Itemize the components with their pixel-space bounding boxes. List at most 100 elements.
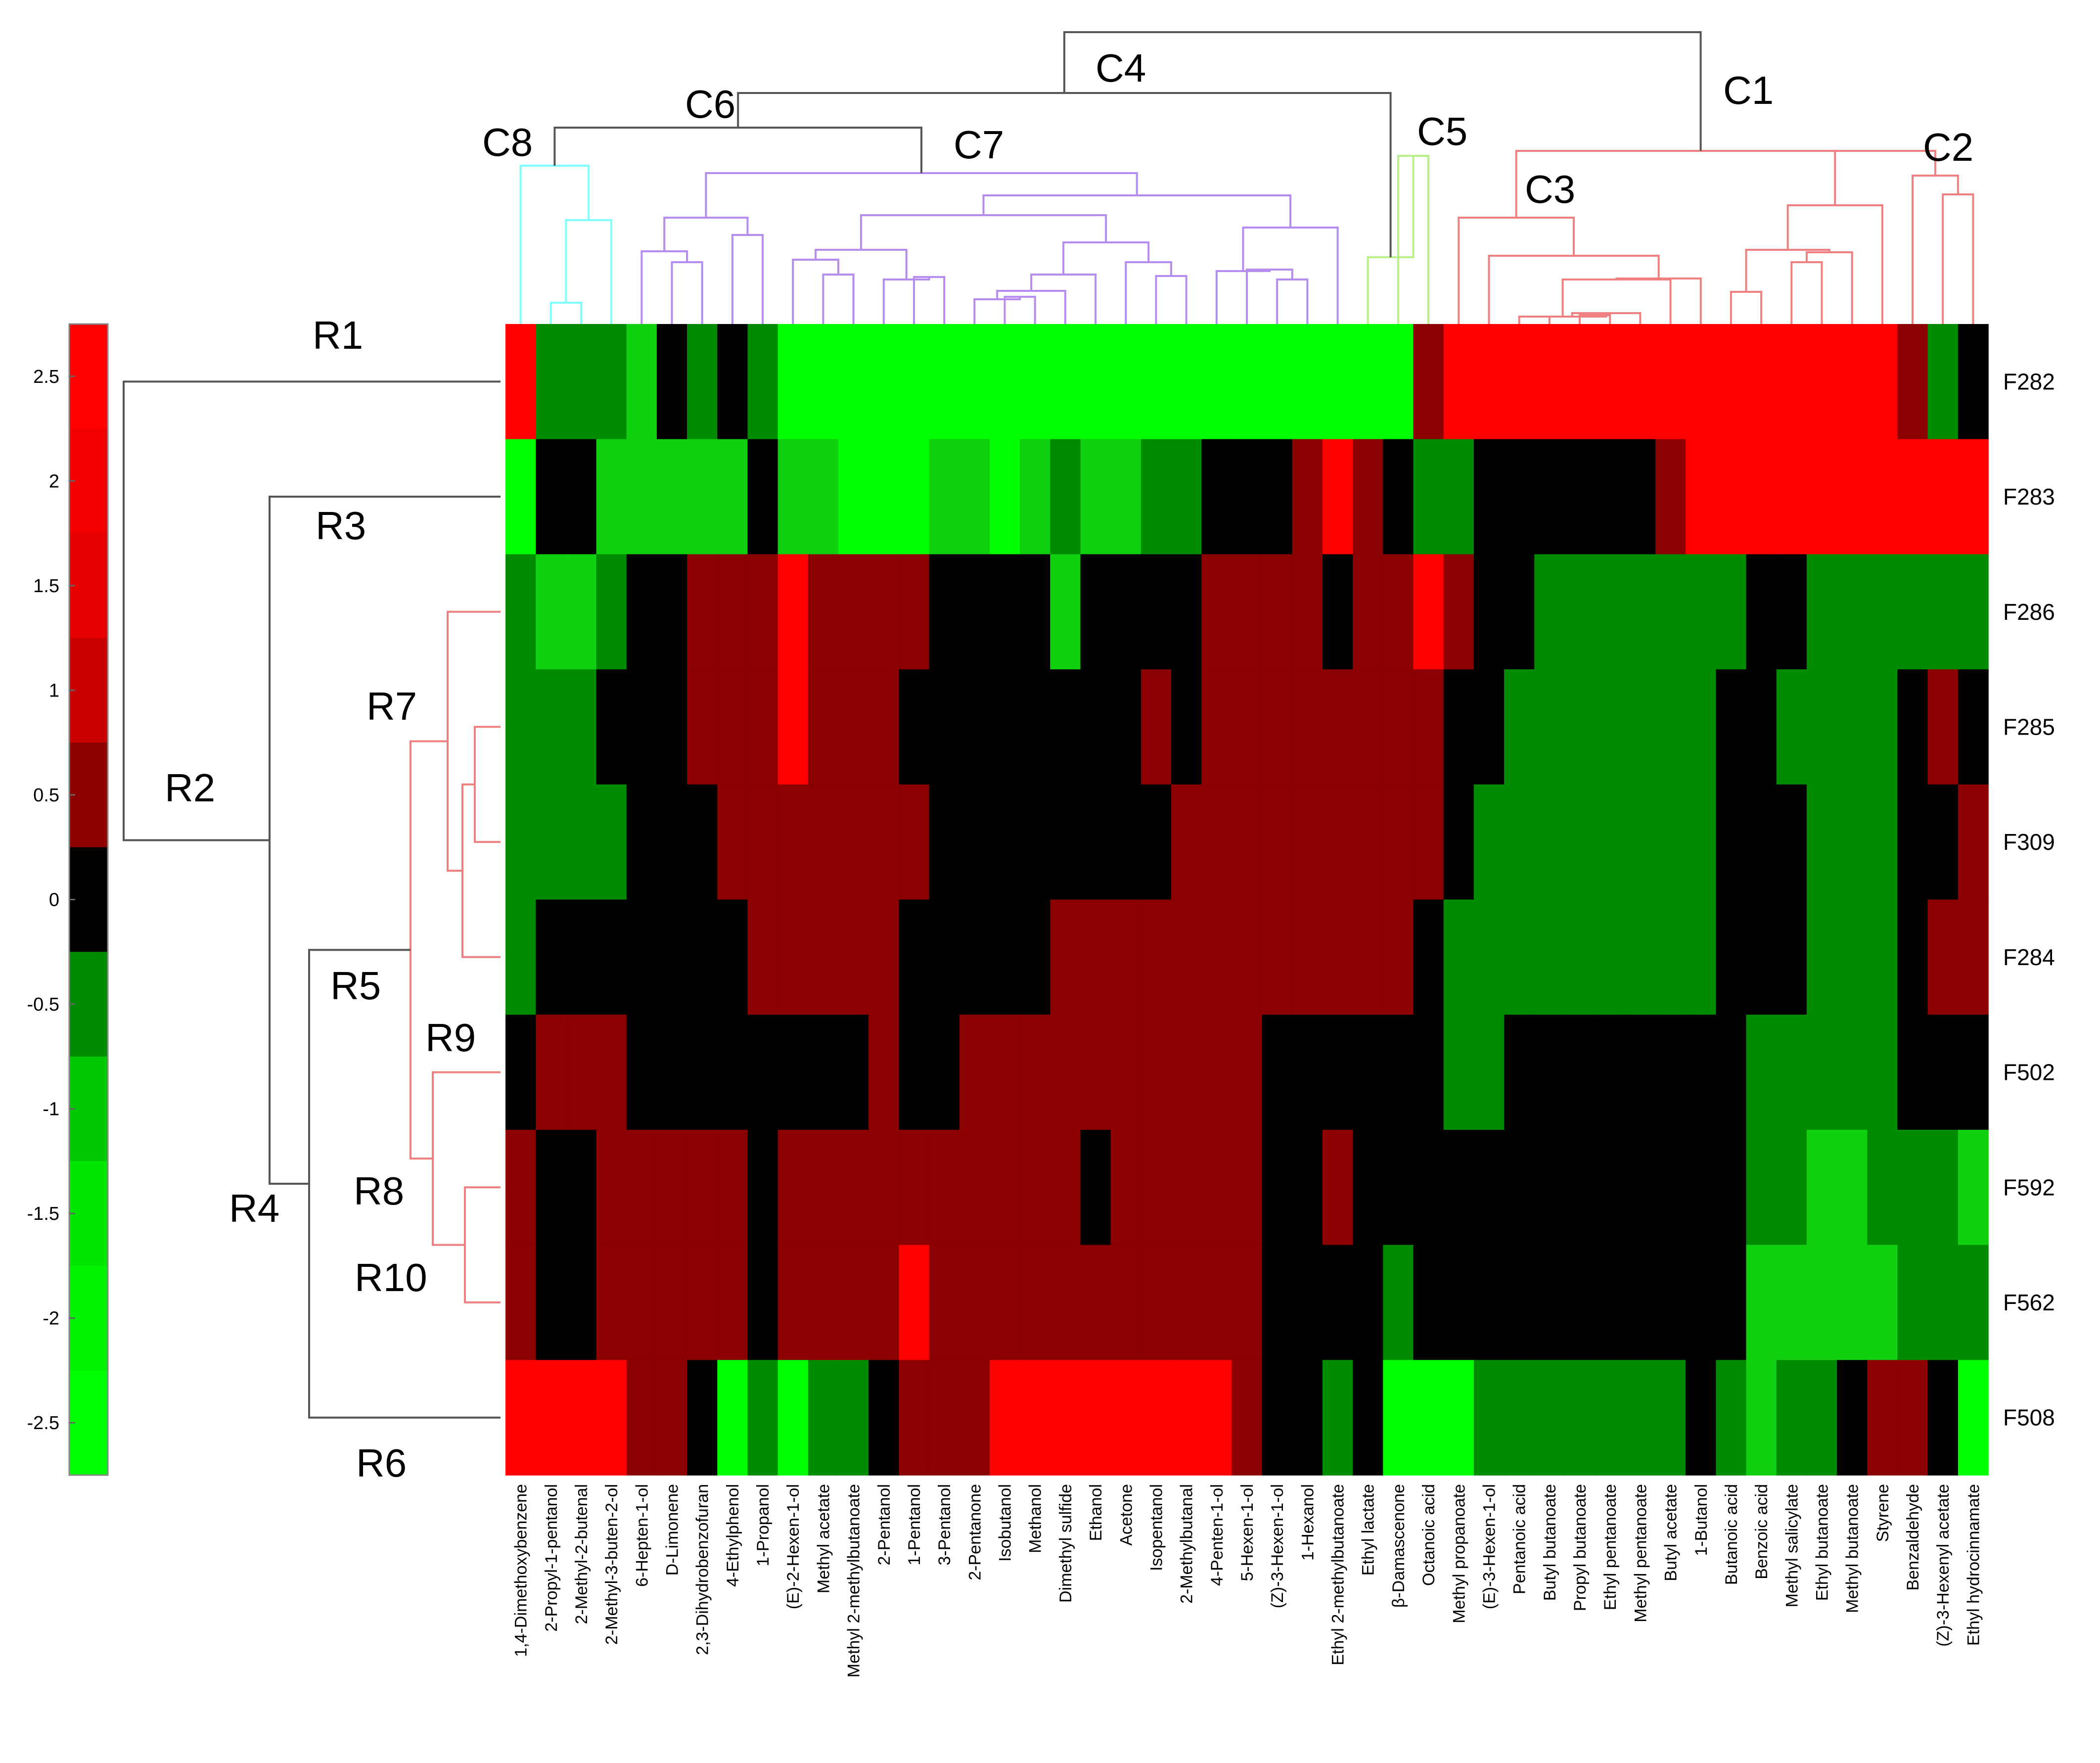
heatmap-cell	[1201, 439, 1233, 555]
heatmap-cell	[1595, 1245, 1626, 1361]
heatmap-cell	[1655, 1129, 1686, 1246]
column-label: Ethyl butanoate	[1813, 1484, 1831, 1601]
heatmap-cell	[1110, 1360, 1141, 1476]
heatmap-cell	[1050, 324, 1081, 440]
heatmap-cell	[808, 1360, 839, 1476]
heatmap-cell	[536, 669, 567, 785]
heatmap-cell	[1353, 324, 1384, 440]
colorbar-band	[69, 324, 108, 429]
heatmap-cell	[1564, 1015, 1596, 1130]
heatmap-cell	[959, 669, 990, 785]
heatmap-cell	[1473, 899, 1505, 1015]
heatmap-cell	[1473, 784, 1505, 900]
heatmap-cell	[868, 1245, 900, 1361]
heatmap-cell	[717, 439, 748, 555]
heatmap-cell	[1625, 324, 1656, 440]
heatmap-cell	[838, 784, 869, 900]
cluster-label-c3: C3	[1525, 167, 1575, 211]
heatmap-cell	[1201, 324, 1233, 440]
heatmap-cell	[1232, 554, 1263, 670]
heatmap-cell	[1110, 1245, 1141, 1361]
heatmap-cell	[1927, 324, 1959, 440]
heatmap-cell	[1746, 439, 1777, 555]
column-label: 3-Pentanol	[935, 1484, 954, 1565]
heatmap-cell	[1443, 439, 1474, 555]
heatmap-cell	[1443, 899, 1474, 1015]
column-label: 2,3-Dihydrobenzofuran	[693, 1484, 712, 1655]
heatmap-cell	[1686, 669, 1717, 785]
heatmap-cell	[1383, 1129, 1414, 1246]
colorbar-band	[69, 428, 108, 534]
heatmap-cell	[868, 899, 900, 1015]
cluster-label-c5: C5	[1417, 109, 1467, 153]
heatmap-cell	[1686, 1245, 1717, 1361]
heatmap-cell	[1080, 324, 1111, 440]
heatmap-cell	[1020, 554, 1051, 670]
row-label: F283	[2003, 484, 2055, 510]
heatmap-cell	[1595, 1015, 1626, 1130]
row-label: F562	[2003, 1290, 2055, 1315]
heatmap-cell	[505, 669, 536, 785]
heatmap-cell	[1443, 669, 1474, 785]
heatmap-cell	[626, 1015, 657, 1130]
column-label: Styrene	[1873, 1484, 1892, 1542]
heatmap-cell	[1383, 1245, 1414, 1361]
heatmap-cell	[1080, 1245, 1111, 1361]
heatmap-cell	[808, 669, 839, 785]
heatmap-cell	[1867, 669, 1898, 785]
colorbar-tick-label: -1	[43, 1099, 59, 1120]
heatmap-cell	[1322, 1129, 1353, 1246]
heatmap-cell	[566, 324, 597, 440]
heatmap-cell	[1473, 324, 1505, 440]
heatmap-cell	[717, 1015, 748, 1130]
colorbar-tick-label: 2	[49, 471, 59, 492]
heatmap-cell	[687, 324, 718, 440]
heatmap-cell	[1232, 439, 1263, 555]
column-dendrogram	[519, 31, 1974, 324]
heatmap-cell	[687, 899, 718, 1015]
heatmap-cell	[1837, 554, 1868, 670]
colorbar-band	[69, 1056, 108, 1161]
heatmap-cell	[596, 324, 627, 440]
heatmap-cell	[626, 669, 657, 785]
heatmap-cell	[1413, 439, 1444, 555]
heatmap-cell	[1504, 1245, 1535, 1361]
heatmap-cell	[1080, 899, 1111, 1015]
heatmap-cell	[1958, 784, 1989, 900]
heatmap-cell	[838, 439, 869, 555]
heatmap-cell	[596, 554, 627, 670]
heatmap-cell	[1322, 439, 1353, 555]
heatmap-cell	[626, 1360, 657, 1476]
heatmap-cell	[1837, 324, 1868, 440]
row-label: F285	[2003, 714, 2055, 740]
heatmap-cell	[566, 1360, 597, 1476]
heatmap-cell	[1625, 1129, 1656, 1246]
column-label: (E)-2-Hexen-1-ol	[784, 1484, 803, 1609]
heatmap-cell	[1443, 554, 1474, 670]
row-label: F284	[2003, 944, 2055, 970]
heatmap-cell	[1292, 554, 1323, 670]
heatmap-cell	[959, 439, 990, 555]
heatmap-cell	[1383, 324, 1414, 440]
column-label: (Z)-3-Hexenyl acetate	[1934, 1484, 1953, 1647]
heatmap-cell	[1322, 1245, 1353, 1361]
column-label: 2-Methyl-2-butenal	[572, 1484, 591, 1624]
heatmap-cell	[838, 1015, 869, 1130]
heatmap-cell	[1867, 1129, 1898, 1246]
heatmap-cell	[1050, 1015, 1081, 1130]
heatmap-cell	[1322, 554, 1353, 670]
heatmap-cell	[1413, 669, 1444, 785]
heatmap-cell	[1050, 669, 1081, 785]
heatmap-cell	[1080, 1015, 1111, 1130]
heatmap-cell	[1232, 1360, 1263, 1476]
heatmap-cell	[656, 1015, 687, 1130]
colorbar-band	[69, 1265, 108, 1371]
heatmap-cell	[656, 324, 687, 440]
heatmap-cell	[1232, 669, 1263, 785]
heatmap-cell	[1262, 1245, 1293, 1361]
heatmap-cell	[929, 439, 960, 555]
heatmap-cell	[1655, 784, 1686, 900]
heatmap-cell	[747, 1245, 778, 1361]
heatmap-cell	[596, 1360, 627, 1476]
heatmap-cell	[1655, 1245, 1686, 1361]
